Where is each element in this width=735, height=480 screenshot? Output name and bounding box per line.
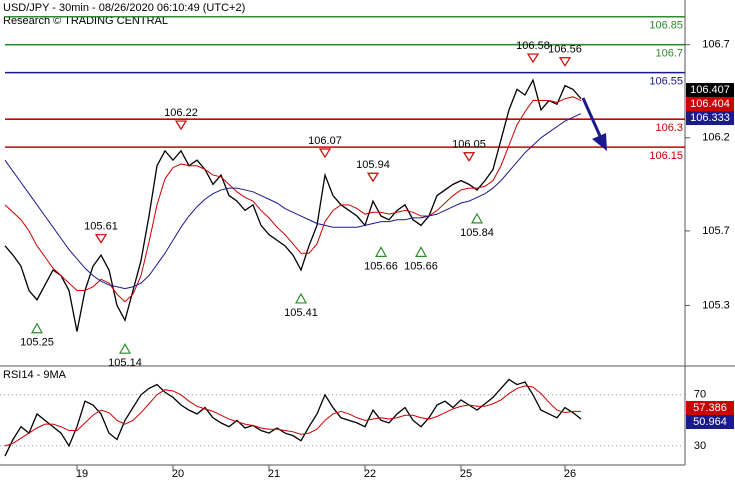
low-label: 105.66: [364, 260, 398, 272]
high-label: 106.22: [164, 107, 198, 119]
panel-title: RSI14 - 9MA: [3, 369, 67, 381]
high-marker: [174, 120, 188, 131]
high-marker: [94, 234, 108, 244]
arrow-shaft: [581, 97, 602, 137]
forecast-arrow: [581, 97, 607, 151]
price-marker-label: 106.333: [690, 112, 730, 124]
low-label: 105.14: [108, 357, 142, 369]
plot: 105.3 105.7 106.2 106.7 106.85 106.7 106.55 106…: [0, 15, 734, 480]
y-tick-label: 106.7: [702, 39, 730, 51]
high-label: 105.61: [84, 221, 118, 233]
high-marker: [526, 53, 540, 64]
price-marker-box: [686, 415, 734, 430]
y-tick-label: 105.3: [702, 299, 730, 311]
x-tick-label: 25: [460, 468, 472, 480]
series-line: [4, 96, 582, 303]
high-label: 105.94: [356, 159, 390, 171]
level-label: 106.55: [649, 76, 683, 88]
low-marker: [414, 246, 428, 257]
low-label: 105.25: [20, 337, 54, 349]
high-marker: [558, 57, 572, 67]
y-tick-label: 106.2: [702, 132, 730, 144]
low-label: 105.84: [460, 227, 494, 239]
series-line: [4, 113, 582, 290]
price-marker-box: [686, 97, 734, 112]
series-line: [4, 378, 582, 457]
x-tick-label: 22: [364, 468, 376, 480]
high-marker: [366, 172, 380, 183]
price-marker-box: [686, 83, 734, 98]
low-label: 105.66: [404, 260, 438, 272]
level-label: 106.7: [655, 48, 683, 60]
arrow-head: [592, 133, 607, 151]
high-marker: [318, 148, 332, 159]
x-tick-label: 21: [268, 468, 280, 480]
series-line: [4, 78, 582, 332]
x-tick-label: 19: [76, 468, 88, 480]
y-tick-label: 30: [694, 440, 706, 452]
low-marker: [118, 342, 132, 354]
high-label: 106.05: [452, 139, 486, 151]
high-label: 106.07: [308, 135, 342, 147]
low-label: 105.41: [284, 307, 318, 319]
y-tick-label: 105.7: [702, 225, 730, 237]
chart-subtitle: Research © TRADING CENTRAL: [3, 15, 168, 27]
level-label: 106.85: [649, 20, 683, 32]
low-marker: [294, 292, 308, 304]
price-marker-label: 106.407: [690, 84, 730, 96]
price-marker-box: [686, 401, 734, 416]
x-tick-label: 20: [172, 468, 184, 480]
high-label: 106.58: [516, 40, 550, 52]
y-tick-label: 70: [694, 389, 706, 401]
chart-title: USD/JPY - 30min - 08/26/2020 06:10:49 (U…: [3, 2, 245, 14]
price-marker-label: 57.386: [693, 402, 727, 414]
x-tick-label: 26: [564, 468, 576, 480]
low-marker: [30, 322, 44, 334]
high-label: 106.56: [548, 44, 582, 56]
price-marker-label: 50.964: [693, 416, 727, 428]
level-label: 106.15: [649, 150, 683, 162]
price-marker-box: [686, 111, 734, 126]
price-marker-label: 106.404: [690, 98, 730, 110]
level-label: 106.3: [655, 122, 683, 134]
high-marker: [462, 152, 476, 162]
low-marker: [470, 212, 484, 224]
series-line: [4, 385, 581, 447]
low-marker: [374, 246, 388, 257]
